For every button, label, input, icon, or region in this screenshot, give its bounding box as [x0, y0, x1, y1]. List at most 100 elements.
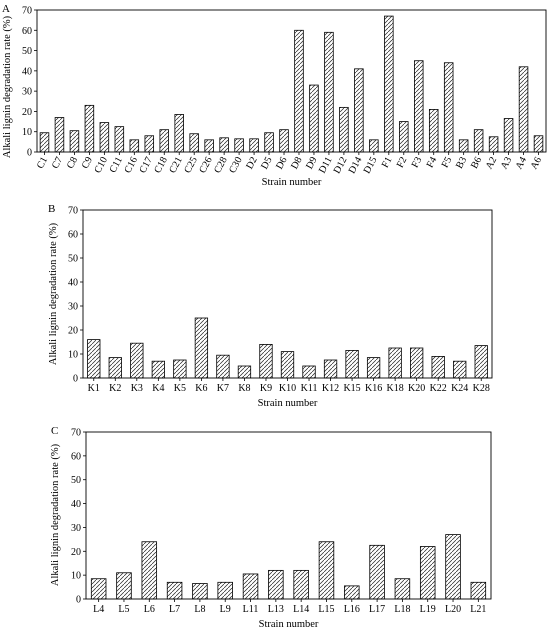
y-tick-label: 50	[71, 475, 81, 486]
y-axis-title: Alkali lignin degradation rate (%)	[2, 15, 13, 158]
x-tick-label: K5	[174, 383, 186, 394]
panel-b: B 0 10 20 30 40 50 60 70 K1 K2 K3 K4 K5 K6 K7 K8 K9 K10 K11…	[48, 203, 493, 409]
x-tick-label: C17	[137, 155, 155, 175]
bar-k28	[474, 345, 488, 379]
x-tick-label: L16	[344, 604, 360, 615]
x-tick-label: F1	[380, 155, 395, 169]
bar-c26	[204, 139, 214, 153]
x-tick-label: D6	[274, 155, 289, 171]
y-axis-title: Alkali lignin degradation rate (%)	[48, 222, 59, 365]
bar-k15	[345, 349, 359, 379]
y-tick-label: 50	[68, 254, 78, 265]
bar-d5	[264, 132, 274, 153]
bar-k24	[453, 360, 467, 379]
bar-k16	[366, 357, 381, 379]
bar-a2	[488, 136, 499, 153]
bar-l14	[293, 569, 309, 600]
y-tick-label: 30	[22, 87, 32, 98]
bar-c30	[234, 138, 244, 153]
x-tick-label: L19	[420, 604, 436, 615]
bar-l8	[192, 583, 208, 600]
y-tick-label: 20	[71, 547, 81, 558]
y-tick-label: 40	[68, 278, 78, 289]
y-tick-label: 20	[22, 107, 32, 118]
x-tick-label: C16	[122, 155, 140, 175]
bar-l17	[369, 544, 385, 600]
y-tick-label: 10	[68, 350, 78, 361]
x-tick-label: F4	[425, 155, 440, 169]
x-tick-label: K20	[408, 383, 425, 394]
bar-f3	[414, 60, 424, 153]
bar-c25	[189, 133, 199, 153]
x-tick-label: K8	[238, 383, 250, 394]
x-tick-label: C21	[167, 155, 185, 175]
bar-c8	[69, 130, 80, 153]
x-tick-label: L9	[220, 604, 231, 615]
bar-d12	[339, 106, 349, 153]
x-tick-label: L4	[93, 604, 104, 615]
x-tick-label: D8	[289, 155, 304, 171]
x-tick-label: L21	[470, 604, 486, 615]
x-tick-label: C25	[182, 155, 200, 175]
bar-k6	[194, 317, 209, 379]
x-tick-label: D9	[304, 155, 319, 171]
x-tick-label: L14	[293, 604, 309, 615]
bar-k1	[87, 339, 101, 379]
bar-l13	[268, 569, 284, 600]
x-tick-label: K11	[301, 383, 318, 394]
x-tick-label: B3	[454, 155, 469, 170]
bar-k10	[280, 351, 295, 379]
x-tick-label: D11	[317, 155, 335, 175]
x-tick-label: C8	[65, 155, 80, 170]
bar-k20	[410, 347, 424, 379]
y-tick-label: 0	[73, 374, 78, 385]
x-tick-label: K16	[365, 383, 382, 394]
bar-l19	[419, 546, 436, 600]
x-axis-title: Strain number	[258, 398, 318, 409]
bar-f1	[384, 15, 394, 153]
x-tick-label: F5	[440, 155, 455, 169]
bar-k8	[237, 365, 252, 379]
x-tick-label: K15	[343, 383, 360, 394]
y-tick-label: 50	[22, 46, 32, 57]
bar-l20	[445, 534, 461, 600]
x-tick-label: K24	[451, 383, 468, 394]
y-tick-label: 40	[22, 66, 32, 77]
y-tick-label: 10	[22, 127, 32, 138]
bar-c21	[174, 114, 184, 153]
x-tick-label: C18	[152, 155, 170, 175]
x-tick-label: C9	[80, 155, 95, 170]
x-tick-label: K3	[131, 383, 143, 394]
y-tick-label: 30	[68, 302, 78, 313]
bar-c10	[99, 122, 110, 153]
x-tick-label: K18	[387, 383, 404, 394]
x-axis-title: Strain number	[262, 177, 322, 188]
bar-d9	[309, 84, 319, 153]
x-tick-label: K2	[109, 383, 121, 394]
x-tick-label: K10	[279, 383, 296, 394]
x-tick-label: L7	[169, 604, 180, 615]
y-tick-label: 0	[27, 148, 32, 159]
x-tick-label: C28	[212, 155, 230, 175]
x-tick-label: C26	[197, 155, 215, 175]
y-tick-label: 20	[68, 326, 78, 337]
panel-c: C 0 10 20 30 40 50 60 70 L4 L5 L6 L7 L8 L9 L11 L13 L14 L15…	[50, 425, 492, 630]
bar-k5	[173, 359, 187, 379]
bar-k18	[388, 347, 402, 379]
x-tick-label: D5	[259, 155, 274, 171]
x-tick-label: D12	[332, 155, 350, 175]
x-tick-label: K1	[88, 383, 100, 394]
x-tick-label: K22	[430, 383, 447, 394]
x-tick-label: D2	[244, 155, 259, 171]
x-tick-label: K7	[217, 383, 229, 394]
x-tick-label: A2	[484, 155, 499, 171]
panel-letter: C	[51, 425, 58, 437]
bar-c9	[84, 104, 95, 153]
bar-k9	[259, 343, 273, 379]
bar-k12	[323, 359, 338, 379]
bar-c11	[114, 126, 125, 153]
x-tick-label: D15	[362, 155, 380, 175]
x-tick-label: L18	[394, 604, 410, 615]
